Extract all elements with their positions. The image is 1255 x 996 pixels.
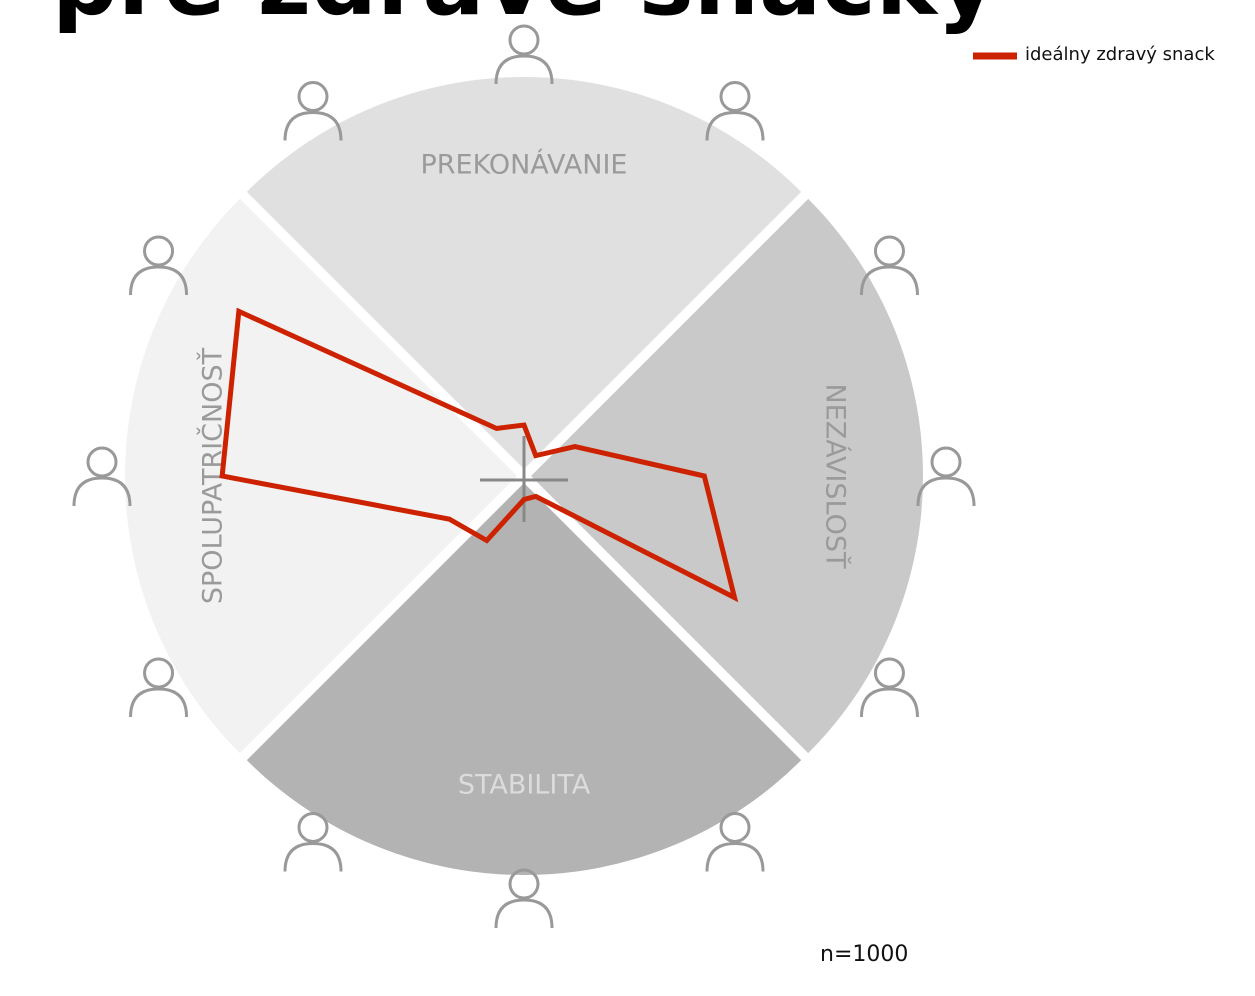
icon-head [143, 657, 175, 689]
icon-head [930, 446, 962, 478]
axis-icon [494, 24, 554, 85]
icon-head [508, 24, 540, 56]
axis-icon [859, 657, 919, 718]
icon-body [283, 841, 343, 872]
icon-body [705, 841, 765, 872]
sector-label: NEZÁVISLOSŤ [820, 383, 852, 569]
center-cross [480, 436, 568, 522]
annotation: n=1000 [820, 942, 908, 967]
radar-line [219, 307, 739, 603]
sector [246, 77, 802, 469]
icon-body [859, 687, 919, 718]
icon-body [72, 476, 132, 507]
icon-body [129, 687, 189, 718]
axis-icon [916, 446, 976, 507]
axis-icon [129, 235, 189, 296]
icon-head [508, 868, 540, 900]
icon-head [143, 235, 175, 267]
icon-head [719, 811, 751, 843]
icon-body [129, 265, 189, 296]
chart-title: pre zdravé snacky [52, 0, 997, 36]
icon-body [494, 54, 554, 85]
axis-icon [129, 657, 189, 718]
sector [125, 198, 517, 754]
icon-body [705, 111, 765, 141]
icon-body [859, 265, 919, 296]
icon-head [297, 811, 329, 843]
icon-body [283, 111, 343, 141]
axis-icon [283, 811, 343, 872]
icon-head [873, 235, 905, 267]
axis-icon [859, 235, 919, 296]
icon-head [719, 81, 751, 113]
icon-body [916, 476, 976, 507]
sector [531, 198, 924, 754]
icon-body [494, 898, 554, 929]
sector-label: STABILITA [458, 770, 591, 801]
sector [246, 483, 802, 875]
icon-head [873, 657, 905, 689]
icon-head [297, 81, 329, 113]
axis-icon [705, 81, 765, 141]
axis-icon [283, 81, 343, 141]
axis-icon [494, 868, 554, 929]
axis-icon [705, 811, 765, 872]
legend-label: ideálny zdravý snack [1025, 44, 1215, 65]
sectors: PREKONÁVANIENEZÁVISLOSŤSTABILITASPOLUPAT… [125, 77, 924, 875]
icon-head [86, 446, 118, 478]
axis-icon [72, 446, 132, 507]
sector-label: PREKONÁVANIE [421, 149, 628, 181]
